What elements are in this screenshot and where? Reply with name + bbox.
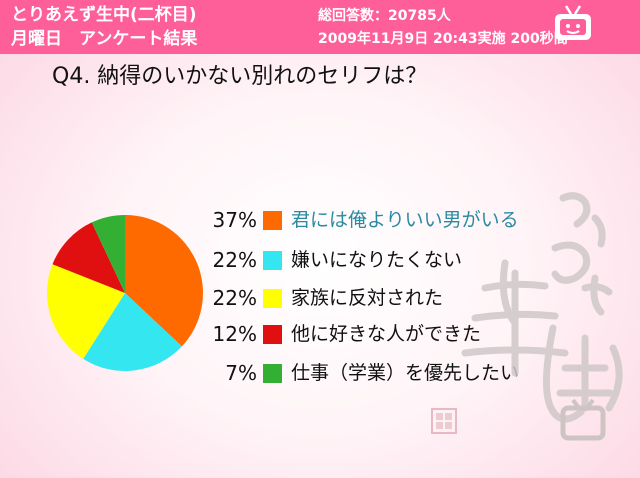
small-tv-icon (560, 398, 606, 441)
legend-swatch (263, 211, 282, 230)
legend-percent: 7% (225, 361, 257, 385)
legend-swatch (263, 289, 282, 308)
total-answers: 総回答数：20785人 (318, 8, 451, 24)
legend-percent: 22% (212, 286, 257, 310)
pie-chart (47, 215, 203, 371)
header-subtitle: 月曜日 アンケート結果 (11, 29, 198, 49)
legend-percent: 37% (212, 208, 257, 232)
legend-label: 君には俺よりいい男がいる (291, 209, 519, 231)
pie-slice-1 (83, 293, 182, 371)
legend-swatch (263, 251, 282, 270)
tv-icon (555, 5, 591, 40)
legend-label: 嫌いになりたくない (291, 249, 463, 271)
header-bar: とりあえず生中(二杯目) 月曜日 アンケート結果 総回答数：20785人 200… (0, 0, 640, 54)
legend-label: 家族に反対された (291, 287, 444, 309)
survey-datetime: 2009年11月9日 20:43実施 200秒間 (318, 31, 568, 47)
legend-percent: 12% (212, 322, 257, 346)
seal-stamp (431, 408, 457, 434)
pie-slice-2 (47, 264, 125, 359)
pie-slice-3 (52, 222, 125, 293)
legend-swatch (263, 364, 282, 383)
legend-swatch (263, 325, 282, 344)
question-title: Q4. 納得のいかない別れのセリフは？ (52, 64, 428, 89)
toriaezu-namachu-logo (461, 192, 623, 441)
legend-percent: 22% (212, 248, 257, 272)
legend-label: 仕事（学業）を優先したい (291, 362, 520, 384)
header-title: とりあえず生中(二杯目) (11, 5, 197, 25)
pie-slice-4 (91, 215, 125, 293)
legend-label: 他に好きな人ができた (291, 323, 482, 345)
pie-slice-0 (125, 215, 203, 347)
